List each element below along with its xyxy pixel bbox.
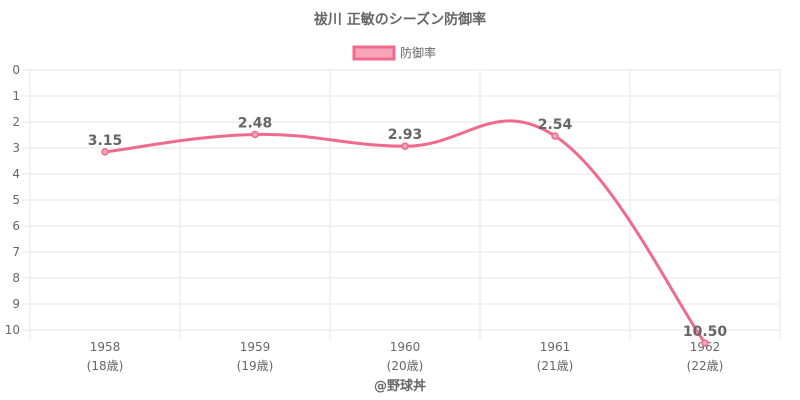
y-tick-label: 2: [12, 115, 20, 129]
y-tick-label: 5: [12, 193, 20, 207]
y-tick-label: 0: [12, 63, 20, 77]
x-tick-label: 1960: [390, 340, 421, 354]
y-axis-ticks: 0 1 2 3 4 5 6 7 8 9 10: [5, 63, 20, 337]
x-tick-label: 1961: [540, 340, 571, 354]
y-tick-label: 3: [12, 141, 20, 155]
data-point: [401, 142, 409, 150]
x-tick-sublabel: (22歳): [687, 359, 724, 373]
grid: [22, 69, 781, 340]
y-tick-label: 8: [12, 271, 20, 285]
x-tick-sublabel: (18歳): [87, 359, 124, 373]
data-label: 2.93: [388, 127, 423, 143]
data-points: [101, 130, 709, 347]
data-label: 3.15: [88, 133, 123, 149]
legend-swatch: [352, 45, 396, 61]
data-labels: 3.15 2.48 2.93 2.54 10.50: [88, 115, 728, 340]
data-point: [551, 132, 559, 140]
data-point: [101, 148, 109, 156]
x-tick-label: 1959: [240, 340, 271, 354]
x-tick-sublabel: (21歳): [537, 359, 574, 373]
x-tick-label: 1962: [690, 340, 721, 354]
data-point: [701, 339, 709, 347]
data-label: 2.48: [238, 115, 273, 131]
series-line-era: [104, 119, 707, 344]
y-tick-label: 10: [5, 323, 20, 337]
legend-label: 防御率: [400, 45, 436, 60]
data-label: 2.54: [538, 117, 573, 133]
x-axis-ticks: 1958 (18歳) 1959 (19歳) 1960 (20歳) 1961 (21歳) 1962…: [87, 340, 724, 373]
x-tick-label: 1958: [90, 340, 121, 354]
x-tick-sublabel: (20歳): [387, 359, 424, 373]
y-tick-label: 9: [12, 297, 20, 311]
x-tick-sublabel: (19歳): [237, 359, 274, 373]
y-tick-label: 7: [12, 245, 20, 259]
data-point: [251, 130, 259, 139]
data-label: 10.50: [683, 324, 728, 340]
y-tick-label: 1: [12, 89, 20, 103]
y-tick-label: 6: [12, 219, 20, 233]
y-tick-label: 4: [12, 167, 20, 181]
credit-text: @野球丼: [374, 378, 426, 394]
legend[interactable]: 防御率: [352, 45, 436, 61]
chart-title: 祓川 正敏のシーズン防御率: [314, 11, 486, 28]
